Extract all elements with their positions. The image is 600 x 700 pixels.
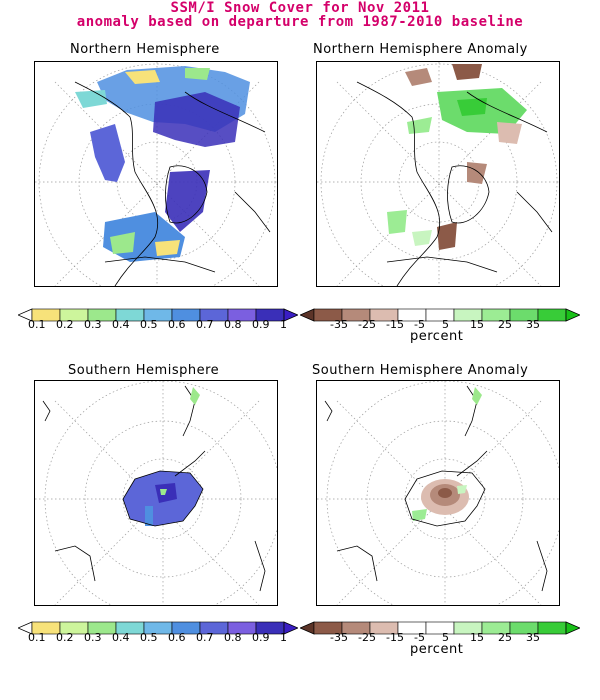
colorbar-tick-label: 0.8 [224,318,242,331]
colorbar-tick-label: 0.2 [56,631,74,644]
sh-cover-colorbar [18,621,298,635]
colorbar-tick-label: 25 [498,318,512,331]
colorbar-left-arrow [300,621,315,635]
colorbar-tick-label: 1 [280,631,287,644]
colorbar-right-arrow [565,308,580,322]
colorbar-tick-label: -15 [386,631,404,644]
colorbar-right-arrow [283,308,298,322]
colorbar-tick-label: 0.4 [112,631,130,644]
colorbar-tick-label: 0.6 [168,318,186,331]
colorbar-tick-label: 0.9 [252,318,270,331]
main-subtitle: anomaly based on departure from 1987-201… [76,14,524,30]
colorbar-tick-label: 0.9 [252,631,270,644]
colorbar-tick-label: 15 [470,631,484,644]
sh-panel-title: Southern Hemisphere [68,363,220,378]
colorbar-swatch [537,621,567,635]
colorbar-tick-label: 0.5 [140,318,158,331]
colorbar-tick-label: 25 [498,631,512,644]
colorbar-swatch [425,308,455,322]
main-title: SSM/I Snow Cover for Nov 2011 [170,0,430,16]
colorbar-tick-label: 1 [280,318,287,331]
colorbar-tick-label: 0.4 [112,318,130,331]
colorbar-swatch [425,621,455,635]
colorbar-tick-label: 0.7 [196,631,214,644]
colorbar-tick-label: -5 [414,318,425,331]
colorbar-tick-label: 0.8 [224,631,242,644]
colorbar-tick-label: 0.2 [56,318,74,331]
colorbar-tick-label: 5 [442,631,449,644]
colorbar-tick-label: 5 [442,318,449,331]
colorbar-tick-label: 0.3 [84,631,102,644]
colorbar-tick-label: 0.1 [28,318,46,331]
colorbar-right-arrow [283,621,298,635]
colorbar-tick-label: -35 [330,631,348,644]
colorbar-tick-label: 0.3 [84,318,102,331]
colorbar-tick-label: -5 [414,631,425,644]
colorbar-tick-label: -25 [358,318,376,331]
sh-anomaly-colorbar [300,621,580,635]
colorbar-tick-label: 35 [526,631,540,644]
colorbar-tick-label: 35 [526,318,540,331]
colorbar-tick-label: 0.6 [168,631,186,644]
nh-cover-colorbar [18,308,298,322]
nh-anomaly-panel-title: Northern Hemisphere Anomaly [313,42,528,57]
colorbar-tick-label: -35 [330,318,348,331]
nh-snow-map [34,61,278,287]
nh-anomaly-map [316,61,560,287]
colorbar-tick-label: 0.5 [140,631,158,644]
colorbar-right-arrow [565,621,580,635]
sh-anomaly-panel-title: Southern Hemisphere Anomaly [312,363,529,378]
colorbar-swatch [537,308,567,322]
colorbar-tick-label: -15 [386,318,404,331]
nh-panel-title: Northern Hemisphere [70,42,220,57]
colorbar-tick-label: -25 [358,631,376,644]
colorbar-left-arrow [300,308,315,322]
colorbar-tick-label: 0.7 [196,318,214,331]
nh-anomaly-unit: percent [410,329,464,344]
colorbar-tick-label: 0.1 [28,631,46,644]
sh-anomaly-unit: percent [410,642,464,657]
nh-anomaly-colorbar [300,308,580,322]
sh-snow-map [34,380,278,606]
colorbar-tick-label: 15 [470,318,484,331]
sh-anomaly-map [316,380,560,606]
